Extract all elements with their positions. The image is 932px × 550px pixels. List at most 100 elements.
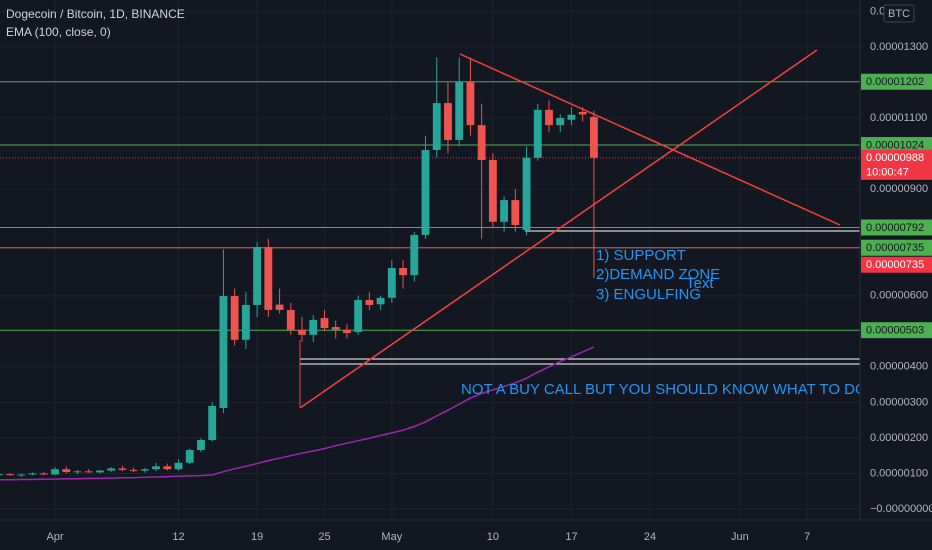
- candle-body: [140, 469, 149, 471]
- candle-body: [174, 462, 183, 470]
- candle-body: [298, 329, 306, 335]
- candle-body: [500, 200, 509, 222]
- candle-body: [545, 109, 553, 126]
- price-label: 0.00000792: [866, 222, 924, 234]
- candle-body: [455, 82, 464, 141]
- axes: 0.0 0.00001300 0.00001100 0.00000900 0.00000…: [46, 5, 932, 543]
- annotation: 3) ENGULFING: [596, 286, 701, 303]
- candle-body: [522, 157, 531, 230]
- last-price-label: 0.00000988: [866, 152, 924, 164]
- candle-body: [219, 296, 228, 409]
- price-label-box: [861, 73, 932, 90]
- candle-body: [185, 449, 194, 463]
- price-label-box: [861, 256, 932, 273]
- candle-body: [152, 466, 160, 470]
- candle-body: [578, 111, 587, 115]
- price-label-box: [861, 239, 932, 256]
- candle-body: [354, 299, 363, 332]
- candle-body: [129, 469, 138, 471]
- currency-badge[interactable]: [883, 4, 915, 23]
- candle-body: [197, 440, 205, 450]
- price-label-box: [861, 322, 932, 339]
- candle-body: [444, 103, 452, 141]
- candle-body: [107, 468, 116, 471]
- x-tick-label: 10: [487, 531, 499, 543]
- candle-body: [253, 247, 262, 305]
- candle-body: [17, 474, 26, 476]
- candle-body: [62, 469, 71, 473]
- candle-body: [488, 159, 497, 222]
- y-tick-label: 0.0: [870, 5, 885, 17]
- candle-body: [241, 304, 250, 340]
- candle-body: [84, 471, 93, 473]
- candle-body: [432, 103, 441, 150]
- candle-body: [163, 466, 172, 470]
- y-tick-label: 0.00000600: [870, 290, 928, 302]
- y-tick-label: 0.00001300: [870, 41, 928, 53]
- y-tick-label: 0.00000300: [870, 396, 928, 408]
- candle-body: [39, 473, 48, 475]
- price-label-box: [861, 219, 932, 236]
- candle-body: [511, 200, 520, 225]
- candle-body: [264, 247, 273, 310]
- candle-body: [466, 82, 475, 126]
- annotation: 1) SUPPORT: [596, 247, 686, 264]
- y-tick-label: 0.00000200: [870, 432, 928, 444]
- candle-body: [230, 296, 239, 340]
- candle-body: [556, 118, 565, 126]
- price-label: 0.00000735: [866, 242, 924, 254]
- x-tick-label: Apr: [46, 531, 63, 543]
- candle-body: [286, 309, 295, 330]
- x-tick-label: 7: [804, 531, 810, 543]
- y-tick-label: 0.00000400: [870, 361, 928, 373]
- x-tick-label: May: [381, 531, 402, 543]
- x-tick-label: Jun: [731, 531, 749, 543]
- indicator-legend: EMA (100, close, 0): [6, 25, 111, 39]
- levels: [0, 81, 860, 331]
- candle-body: [477, 125, 486, 160]
- candle-body: [387, 267, 396, 298]
- x-tick-label: 24: [644, 531, 656, 543]
- countdown: 10:00:47: [866, 167, 909, 179]
- x-tick-label: 12: [172, 531, 184, 543]
- price-label-box: [861, 137, 932, 154]
- trend-line: [459, 53, 841, 226]
- candle-body: [589, 116, 598, 158]
- candle-body: [95, 470, 104, 473]
- price-label: 0.00001202: [866, 76, 924, 88]
- candle-body: [309, 319, 318, 335]
- candle-body: [331, 326, 340, 330]
- annotation: Text: [686, 275, 714, 292]
- chart-title: Dogecoin / Bitcoin, 1D, BINANCE: [6, 7, 185, 21]
- candle-body: [0, 474, 3, 476]
- candles: [0, 57, 598, 477]
- candle-body: [399, 267, 407, 276]
- candle-body: [376, 297, 385, 305]
- price-label: 0.00000503: [866, 325, 924, 337]
- y-tick-label: −0.00000000: [870, 503, 932, 515]
- candle-body: [208, 405, 217, 441]
- candle-body: [567, 114, 576, 120]
- trend-line: [299, 49, 818, 409]
- annotation: NOT A BUY CALL BUT YOU SHOULD KNOW WHAT …: [461, 381, 867, 398]
- candle-body: [28, 473, 37, 475]
- price-labels: 0.00001202 0.00001024 0.00000792 0.00000735…: [861, 73, 932, 339]
- candle-body: [533, 109, 542, 158]
- candle-body: [421, 149, 430, 235]
- y-tick-label: 0.00000900: [870, 183, 928, 195]
- ema-line: [0, 346, 595, 481]
- candle-body: [118, 468, 127, 470]
- price-label: 0.00000735: [866, 259, 924, 271]
- y-tick-label: 0.00000100: [870, 467, 928, 479]
- x-tick-label: 19: [251, 531, 263, 543]
- y-tick-label: 0.00001100: [870, 112, 927, 124]
- candle-body: [365, 299, 374, 305]
- candle-body: [342, 329, 351, 334]
- price-axis[interactable]: [860, 0, 932, 550]
- x-tick-label: 25: [318, 531, 330, 543]
- last-price-box: [861, 149, 932, 180]
- annotation: 2)DEMAND ZONE: [596, 266, 720, 283]
